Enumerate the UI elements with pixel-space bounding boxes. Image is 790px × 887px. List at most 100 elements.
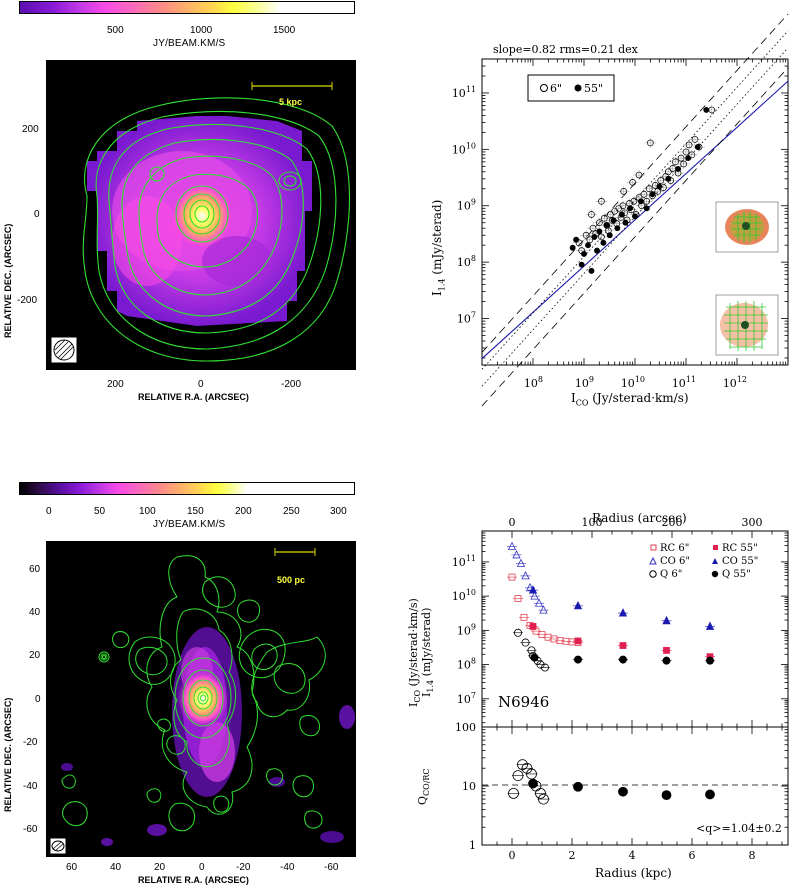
scatter-ytick: 1010 bbox=[452, 141, 476, 156]
bottom-map-xtick: -20 bbox=[236, 862, 251, 873]
scatter-point-6 bbox=[657, 177, 665, 184]
legend-label: CO 6" bbox=[660, 556, 690, 567]
scatter-point-55 bbox=[637, 198, 644, 205]
scatter-point-6 bbox=[647, 139, 654, 147]
radial-point-q6 bbox=[541, 663, 550, 672]
scatter-point-55 bbox=[588, 267, 595, 274]
bottom-map-xtick: 20 bbox=[154, 862, 166, 873]
scatter-point-6 bbox=[664, 168, 672, 176]
q-point-55 bbox=[618, 786, 628, 797]
scatter-ylabel: I1.4 (mJy/sterad) bbox=[430, 199, 447, 296]
radial-legend: RC 6" RC 55" CO 6" CO 55" Q 6" Q 55" bbox=[649, 543, 758, 580]
bottom-map-panel: 500 pc bbox=[46, 541, 356, 857]
radial-point-co6 bbox=[521, 571, 530, 580]
reference-line-dotted bbox=[481, 30, 789, 370]
radial-xtick: 2 bbox=[569, 849, 576, 862]
bottom-map-ylabel: RELATIVE DEC. (ARCSEC) bbox=[3, 697, 13, 812]
scatter-point-55 bbox=[603, 222, 610, 229]
scatter-point-6 bbox=[677, 154, 685, 162]
radial-point-co55 bbox=[705, 621, 715, 630]
radial-point-q6 bbox=[527, 646, 536, 655]
scatter-point-55 bbox=[610, 217, 617, 224]
radial-xlabel: Radius (kpc) bbox=[595, 866, 672, 880]
top-colorbar-tick: 500 bbox=[107, 25, 124, 36]
reference-line-dashed bbox=[481, 67, 789, 407]
top-map-panel: 5 kpc bbox=[46, 60, 356, 370]
radial-point-q55 bbox=[530, 653, 539, 662]
scatter-point-6 bbox=[582, 231, 590, 239]
radial-point-co6 bbox=[516, 558, 526, 567]
radial-point-rc55 bbox=[663, 646, 670, 654]
scatter-point-6 bbox=[635, 171, 643, 179]
bottom-map-ytick: -60 bbox=[23, 824, 38, 835]
radial-point-co6 bbox=[512, 550, 521, 559]
bottom-colorbar-tick: 200 bbox=[235, 506, 252, 517]
bottom-map-xtick: 40 bbox=[110, 862, 122, 873]
scatter-ytick: 107 bbox=[457, 311, 476, 326]
radial-ytick: 108 bbox=[457, 657, 476, 672]
galaxy-name-label: N6946 bbox=[498, 693, 549, 711]
bottom-colorbar-tick: 50 bbox=[94, 506, 106, 517]
scatter-point-55 bbox=[656, 183, 663, 190]
radial-point-co55 bbox=[528, 585, 538, 594]
bottom-map-ytick: -40 bbox=[23, 781, 38, 792]
radial-top-xtick: 200 bbox=[662, 516, 683, 529]
scatter-ytick: 1011 bbox=[452, 85, 476, 100]
scatter-point-6 bbox=[691, 136, 699, 143]
radial-point-rc55 bbox=[619, 642, 627, 649]
scatter-point-6 bbox=[586, 236, 594, 244]
bottom-map-xtick: -40 bbox=[280, 862, 295, 873]
q-point-6 bbox=[535, 787, 546, 799]
radial-point-co55 bbox=[573, 600, 583, 610]
q-point-6 bbox=[521, 762, 533, 774]
scatter-point-55 bbox=[591, 233, 598, 240]
scatter-point-6 bbox=[630, 197, 638, 205]
bottom-map-ytick: -20 bbox=[23, 737, 38, 748]
legend-label: 6" bbox=[550, 82, 562, 95]
scatter-point-55 bbox=[618, 211, 625, 218]
radial-point-q6 bbox=[536, 660, 545, 669]
scatter-point-55 bbox=[578, 261, 585, 268]
scatter-point-55 bbox=[649, 191, 656, 198]
scatter-point-6 bbox=[620, 187, 628, 195]
bottom-map-ytick: 40 bbox=[29, 607, 41, 618]
scatter-chart: 108 109 1010 1011 1012 107 108 109 1010 1011 6" 5… bbox=[452, 13, 789, 407]
scatter-xlabel: ICO (Jy/sterad·km/s) bbox=[571, 391, 689, 408]
radial-point-q55 bbox=[705, 656, 714, 665]
radial-point-rc55 bbox=[574, 637, 582, 645]
scatter-point-55 bbox=[627, 205, 634, 212]
radial-top-xtick: 300 bbox=[742, 516, 763, 529]
scatter-point-55 bbox=[643, 205, 650, 212]
scatter-title: slope=0.82 rms=0.21 dex bbox=[493, 43, 638, 56]
scatter-point-6 bbox=[598, 197, 605, 205]
bottom-colorbar-label: JY/BEAM.KM/S bbox=[153, 519, 226, 530]
scatter-xtick: 109 bbox=[575, 375, 594, 390]
radial-point-q6 bbox=[521, 638, 530, 647]
radial-chart: 0 100 200 300 0 2 4 6 8 107 108 109 1010 1011 1 10 100 R… bbox=[452, 516, 789, 862]
q-ytick: 100 bbox=[455, 721, 476, 734]
radial-point-q55 bbox=[574, 655, 583, 664]
top-map-ytick: 200 bbox=[22, 124, 39, 135]
scatter-point-6 bbox=[596, 219, 603, 227]
top-colorbar-tick: 1500 bbox=[273, 25, 296, 36]
radial-ylabel-rc: I1.4 (mJy/sterad) bbox=[420, 607, 436, 697]
radial-point-rc6 bbox=[520, 613, 528, 621]
scatter-ytick: 108 bbox=[457, 254, 476, 269]
bottom-colorbar-tick: 300 bbox=[330, 506, 347, 517]
radial-point-co55 bbox=[618, 608, 628, 617]
radial-point-co55 bbox=[662, 615, 671, 625]
bottom-map-ytick: 20 bbox=[29, 650, 41, 661]
legend-open-circle-icon bbox=[540, 84, 548, 92]
scatter-point-55 bbox=[614, 225, 621, 232]
radial-point-co6 bbox=[507, 541, 517, 551]
bottom-colorbar-tick: 0 bbox=[46, 506, 52, 517]
bottom-colorbar bbox=[19, 482, 355, 495]
top-map-xtick: 200 bbox=[107, 379, 124, 390]
scatter-point-55 bbox=[569, 244, 576, 251]
scatter-point-55 bbox=[596, 228, 603, 235]
scatter-point-6 bbox=[575, 239, 583, 247]
scatter-point-55 bbox=[632, 213, 638, 220]
scatter-point-6 bbox=[688, 151, 696, 159]
radial-xtick: 0 bbox=[509, 849, 516, 862]
top-colorbar bbox=[19, 1, 355, 14]
